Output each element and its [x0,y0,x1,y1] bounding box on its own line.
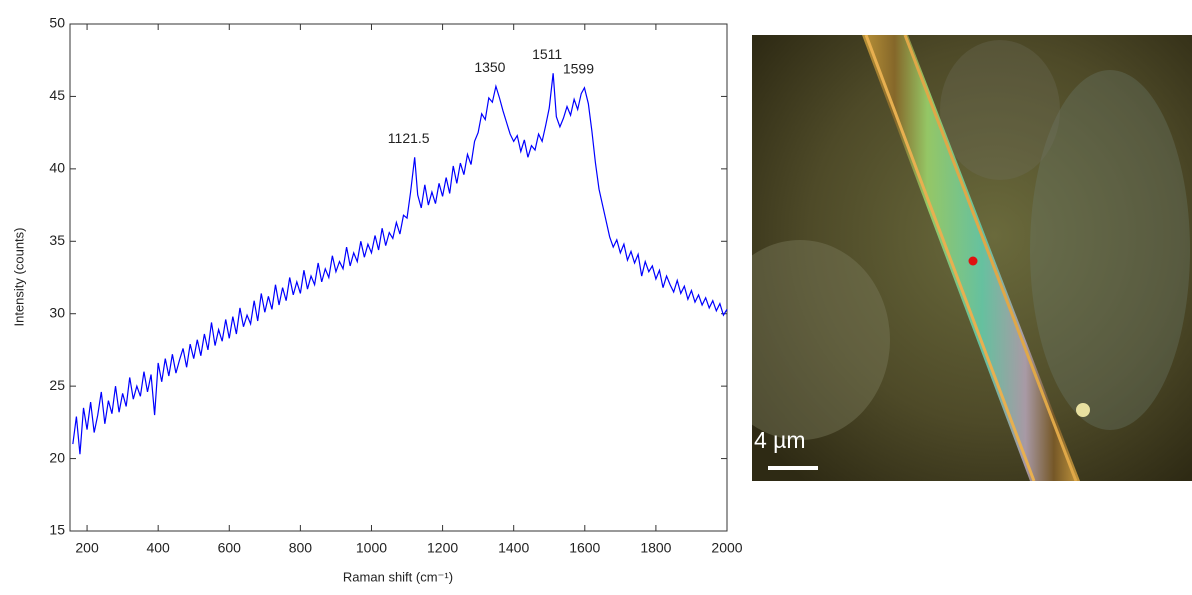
x-axis-label: Raman shift (cm⁻¹) [343,569,453,584]
spectrum-line [72,73,728,455]
peak-label: 1350 [474,59,505,75]
x-tick-label: 800 [289,540,313,556]
x-tick-label: 1000 [356,540,387,556]
y-tick-label: 15 [49,522,65,538]
plot-area [69,23,728,532]
x-tick-label: 1200 [427,540,458,556]
y-tick-label: 25 [49,377,65,393]
scale-label: 4 µm [754,427,806,453]
x-tick-label: 400 [146,540,170,556]
y-tick-label: 30 [49,304,65,320]
y-tick-label: 35 [49,232,65,248]
x-tick-label: 200 [75,540,99,556]
y-tick-label: 45 [49,87,65,103]
laser-spot [968,256,978,266]
particle [1076,403,1090,417]
debris [940,40,1060,180]
fiber-edge [903,35,1078,481]
y-tick-label: 20 [49,449,65,465]
peak-label: 1511 [532,46,562,62]
peak-label: 1121.5 [388,130,430,146]
x-tick-label: 1800 [640,540,671,556]
x-tick-label: 1600 [569,540,600,556]
debris [1030,70,1190,430]
micrograph: 4 µm [752,35,1192,481]
x-tick-label: 2000 [711,540,742,556]
x-tick-label: 600 [218,540,242,556]
y-tick-label: 40 [49,160,65,176]
peak-label: 1599 [563,60,594,76]
y-axis-label: Intensity (counts) [11,228,26,327]
y-tick-label: 50 [49,15,65,31]
fiber-edge [864,35,1036,481]
debris [752,240,890,440]
x-tick-label: 1400 [498,540,529,556]
